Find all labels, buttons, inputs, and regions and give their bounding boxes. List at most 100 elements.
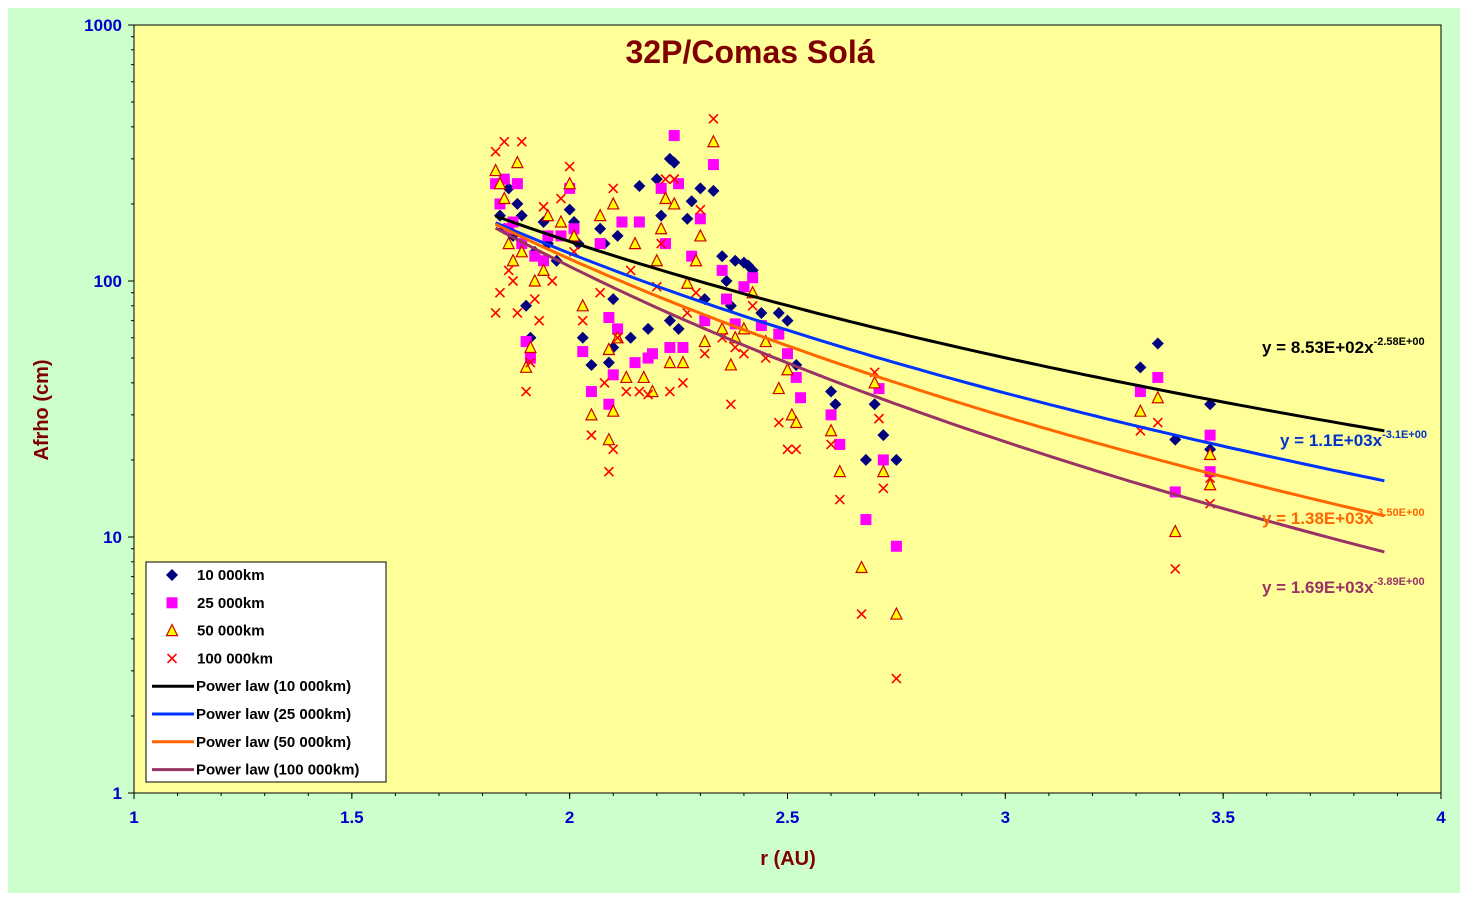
data-point bbox=[603, 398, 615, 410]
data-point bbox=[789, 415, 803, 429]
data-point bbox=[529, 294, 540, 305]
data-point bbox=[773, 417, 784, 428]
data-point bbox=[633, 216, 645, 228]
data-point bbox=[547, 275, 558, 287]
data-point bbox=[660, 238, 672, 250]
data-point bbox=[538, 255, 550, 267]
data-point bbox=[541, 208, 555, 222]
data-point bbox=[656, 238, 667, 249]
data-point bbox=[576, 331, 589, 344]
y-tick-label: 1000 bbox=[84, 16, 122, 35]
legend-marker bbox=[166, 597, 178, 609]
data-point bbox=[677, 377, 689, 388]
data-point bbox=[782, 444, 793, 455]
data-point bbox=[511, 178, 523, 190]
data-point bbox=[707, 184, 720, 197]
data-point bbox=[685, 195, 698, 208]
data-point bbox=[650, 173, 663, 186]
data-point bbox=[502, 182, 515, 195]
data-point bbox=[510, 155, 524, 169]
data-point bbox=[669, 174, 680, 185]
data-point bbox=[681, 212, 694, 225]
x-tick-label: 4 bbox=[1436, 808, 1446, 827]
data-point bbox=[563, 176, 577, 190]
data-point bbox=[594, 238, 606, 250]
data-point bbox=[599, 377, 610, 388]
data-point bbox=[499, 136, 510, 147]
data-point bbox=[654, 221, 668, 235]
data-point bbox=[512, 307, 523, 319]
data-point bbox=[511, 197, 524, 210]
x-tick-label: 3.5 bbox=[1211, 808, 1235, 827]
data-point bbox=[650, 253, 664, 267]
data-point bbox=[790, 371, 802, 383]
data-point bbox=[619, 370, 633, 384]
data-point bbox=[1133, 403, 1147, 417]
data-point bbox=[664, 386, 675, 397]
data-point bbox=[555, 230, 567, 242]
data-point bbox=[689, 253, 703, 267]
legend-label: 25 000km bbox=[197, 595, 265, 612]
data-point bbox=[694, 213, 706, 225]
data-point bbox=[1204, 466, 1216, 478]
data-point bbox=[677, 341, 689, 353]
data-point bbox=[791, 444, 802, 455]
data-point bbox=[1204, 429, 1216, 441]
data-point bbox=[873, 383, 885, 395]
data-point bbox=[608, 444, 619, 455]
x-tick-label: 2.5 bbox=[776, 808, 800, 827]
data-point bbox=[659, 191, 672, 205]
fit-equation: y = 1.1E+03x-3.1E+00 bbox=[1280, 429, 1427, 450]
data-point bbox=[606, 196, 620, 210]
fit-line-2 bbox=[495, 221, 1385, 483]
data-point bbox=[829, 398, 842, 411]
data-point bbox=[738, 348, 749, 359]
data-point bbox=[603, 466, 614, 477]
x-tick-label: 1.5 bbox=[340, 808, 364, 827]
data-point bbox=[706, 134, 720, 148]
data-point bbox=[720, 275, 733, 287]
data-point bbox=[521, 386, 532, 397]
data-point bbox=[606, 403, 620, 417]
fit-equation: y = 8.53E+02x-2.58E+00 bbox=[1262, 336, 1425, 357]
data-point bbox=[563, 203, 576, 216]
data-point bbox=[621, 386, 632, 397]
data-point bbox=[708, 113, 719, 124]
data-point bbox=[859, 453, 872, 466]
data-point bbox=[1152, 371, 1164, 383]
data-point bbox=[528, 273, 542, 287]
data-point bbox=[663, 355, 677, 369]
legend: 10 000km 25 000km 50 000km 100 000km Power l… bbox=[145, 561, 387, 783]
data-point bbox=[698, 334, 712, 348]
data-point bbox=[868, 398, 881, 411]
legend-label: Power law (10 000km) bbox=[196, 678, 351, 695]
data-point bbox=[668, 130, 680, 142]
data-point bbox=[643, 389, 654, 400]
data-point bbox=[607, 369, 619, 381]
data-point bbox=[594, 222, 607, 235]
legend-marker bbox=[166, 653, 178, 664]
legend-label: 10 000km bbox=[197, 567, 265, 584]
data-point bbox=[624, 331, 637, 344]
fit-equation: y = 1.38E+03x-3.50E+00 bbox=[1262, 507, 1425, 528]
data-point bbox=[729, 318, 741, 330]
data-point bbox=[825, 385, 838, 398]
chart-title: 32P/Comas Solá bbox=[626, 34, 875, 70]
legend-marker bbox=[166, 569, 178, 581]
data-point bbox=[782, 348, 793, 360]
fit-line-1 bbox=[495, 214, 1385, 433]
data-point bbox=[785, 407, 799, 421]
data-point bbox=[577, 346, 589, 358]
data-point bbox=[503, 265, 514, 276]
data-point bbox=[498, 173, 510, 185]
data-point bbox=[524, 352, 536, 364]
data-point bbox=[525, 357, 536, 368]
legend-label: 50 000km bbox=[197, 623, 265, 640]
data-point bbox=[497, 191, 511, 205]
data-point bbox=[602, 342, 616, 356]
data-point bbox=[520, 336, 532, 348]
data-point bbox=[625, 265, 636, 276]
data-point bbox=[1203, 477, 1217, 491]
data-point bbox=[747, 272, 759, 284]
y-tick-label: 100 bbox=[94, 272, 122, 291]
